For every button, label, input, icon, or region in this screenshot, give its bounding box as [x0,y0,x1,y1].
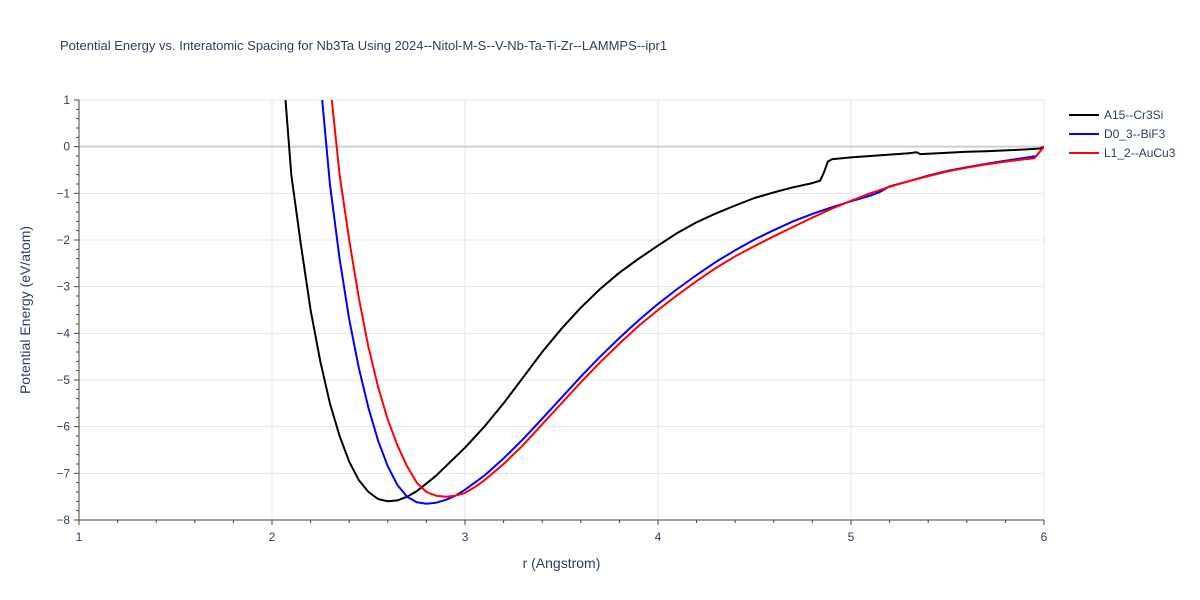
legend-label: D0_3--BiF3 [1104,127,1166,141]
series-line-0 [284,100,1044,503]
y-tick-label: −8 [56,513,70,527]
legend-label: L1_2--AuCu3 [1104,146,1176,160]
x-tick-label: 6 [1041,530,1048,544]
axes [74,99,1045,525]
y-tick-label: −5 [56,373,70,387]
grid-lines [79,99,1045,521]
tick-labels: 1 2 3 4 5 6 1 0 −1 −2 −3 −4 −5 −6 −7 −8 [56,93,1047,544]
y-tick-label: −2 [56,233,70,247]
legend[interactable]: A15--Cr3Si D0_3--BiF3 L1_2--AuCu3 [1069,108,1176,160]
y-axis-title: Potential Energy (eV/atom) [17,226,33,394]
legend-item-0[interactable]: A15--Cr3Si [1069,108,1163,122]
x-tick-label: 1 [76,530,83,544]
legend-item-2[interactable]: L1_2--AuCu3 [1069,146,1176,160]
y-tick-label: 0 [63,140,70,154]
x-tick-label: 3 [462,530,469,544]
x-tick-label: 2 [269,530,276,544]
y-tick-label: −3 [56,280,70,294]
x-tick-label: 4 [655,530,662,544]
y-tick-label: −4 [56,326,70,340]
chart-title: Potential Energy vs. Interatomic Spacing… [60,38,667,53]
y-tick-label: −1 [56,186,70,200]
series-lines [284,100,1044,505]
y-tick-label: −6 [56,420,70,434]
series-line-2 [330,100,1044,498]
legend-label: A15--Cr3Si [1104,108,1163,122]
y-tick-label: 1 [63,93,70,107]
x-axis-title: r (Angstrom) [523,555,601,571]
legend-item-1[interactable]: D0_3--BiF3 [1069,127,1166,141]
x-tick-label: 5 [848,530,855,544]
y-tick-label: −7 [56,466,70,480]
